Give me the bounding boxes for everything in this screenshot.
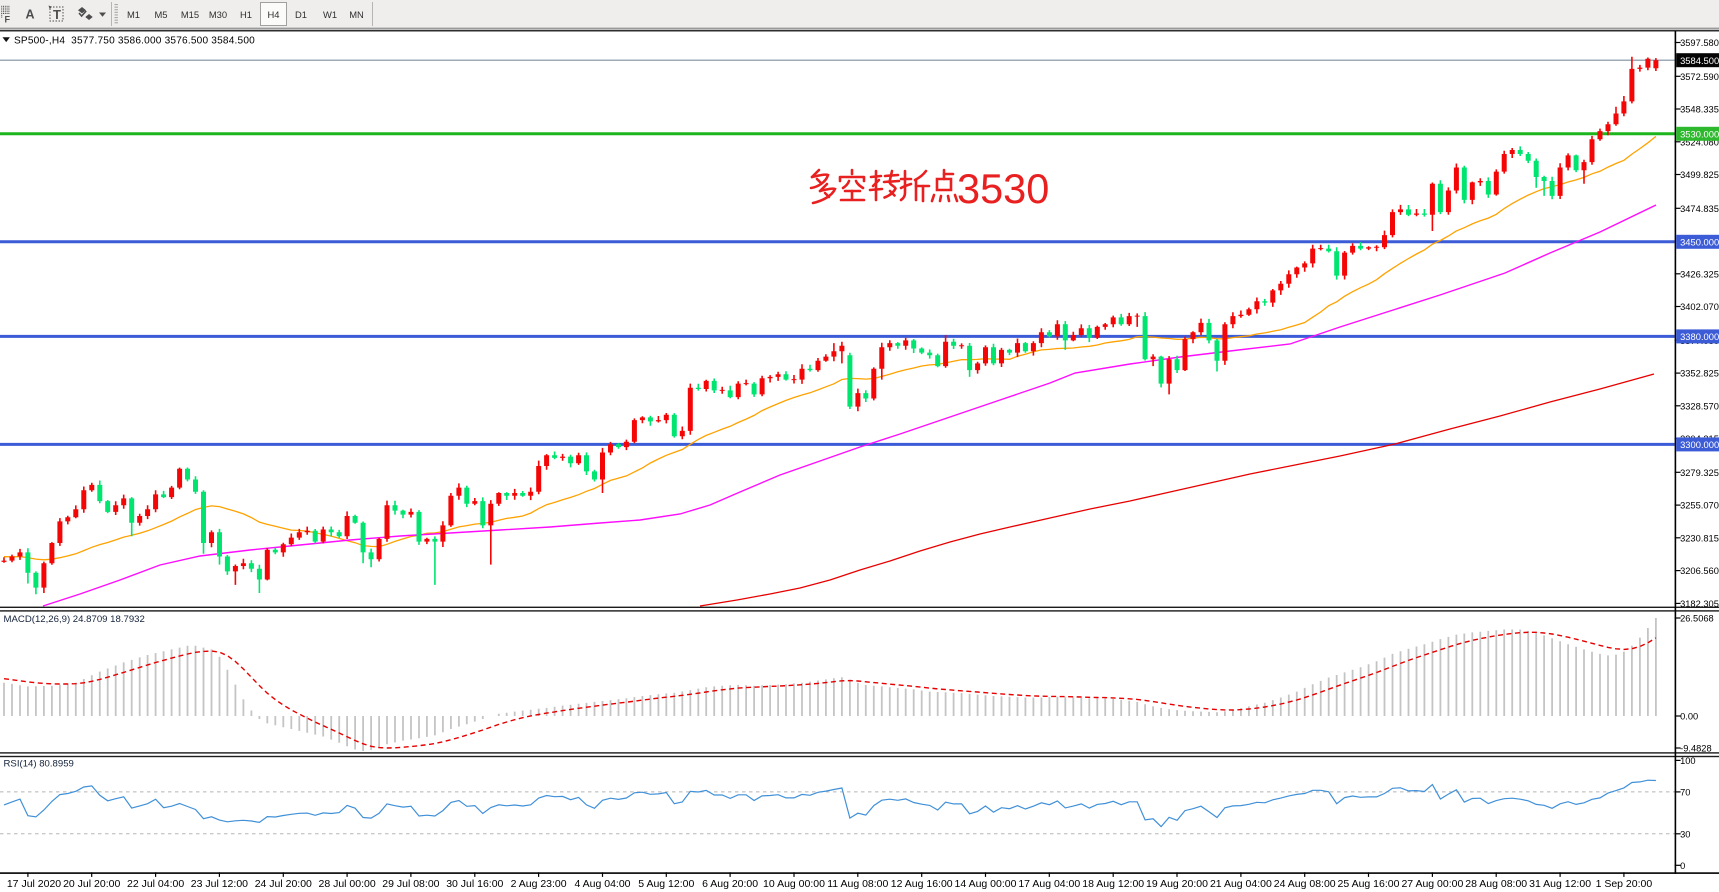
svg-text:3230.815: 3230.815 bbox=[1680, 533, 1719, 543]
svg-text:MACD(12,26,9) 24.8709 18.7932: MACD(12,26,9) 24.8709 18.7932 bbox=[4, 614, 145, 625]
svg-text:3328.570: 3328.570 bbox=[1680, 401, 1719, 411]
svg-text:3300.000: 3300.000 bbox=[1680, 439, 1719, 450]
svg-text:28 Aug 08:00: 28 Aug 08:00 bbox=[1465, 878, 1527, 890]
svg-text:28 Jul 00:00: 28 Jul 00:00 bbox=[318, 878, 375, 890]
svg-text:4 Aug 04:00: 4 Aug 04:00 bbox=[574, 878, 630, 890]
svg-text:3572.590: 3572.590 bbox=[1680, 72, 1719, 82]
svg-text:3352.825: 3352.825 bbox=[1680, 369, 1719, 379]
svg-text:M15: M15 bbox=[181, 9, 199, 20]
svg-text:24 Aug 08:00: 24 Aug 08:00 bbox=[1274, 878, 1336, 890]
svg-text:3597.580: 3597.580 bbox=[1680, 38, 1719, 48]
svg-text:M5: M5 bbox=[154, 9, 167, 20]
svg-text:22 Jul 04:00: 22 Jul 04:00 bbox=[127, 878, 184, 890]
svg-text:3450.000: 3450.000 bbox=[1680, 237, 1719, 248]
svg-text:3499.825: 3499.825 bbox=[1680, 170, 1719, 180]
svg-text:3530.000: 3530.000 bbox=[1680, 129, 1719, 140]
svg-text:3584.500: 3584.500 bbox=[1680, 55, 1719, 66]
svg-text:5 Aug 12:00: 5 Aug 12:00 bbox=[638, 878, 694, 890]
svg-text:MN: MN bbox=[349, 9, 364, 20]
svg-text:11 Aug 08:00: 11 Aug 08:00 bbox=[827, 878, 888, 890]
svg-text:30: 30 bbox=[1680, 829, 1690, 839]
svg-text:3402.070: 3402.070 bbox=[1680, 302, 1719, 312]
svg-text:19 Aug 20:00: 19 Aug 20:00 bbox=[1146, 878, 1208, 890]
svg-text:10 Aug 00:00: 10 Aug 00:00 bbox=[763, 878, 825, 890]
svg-text:27 Aug 00:00: 27 Aug 00:00 bbox=[1401, 878, 1463, 890]
svg-text:3255.070: 3255.070 bbox=[1680, 501, 1719, 511]
svg-text:17 Jul 2020: 17 Jul 2020 bbox=[7, 878, 61, 890]
svg-text:F: F bbox=[5, 15, 11, 25]
svg-text:H1: H1 bbox=[240, 9, 252, 20]
svg-text:23 Jul 12:00: 23 Jul 12:00 bbox=[191, 878, 248, 890]
svg-text:M30: M30 bbox=[209, 9, 227, 20]
svg-text:70: 70 bbox=[1680, 787, 1690, 797]
svg-text:18 Aug 12:00: 18 Aug 12:00 bbox=[1082, 878, 1144, 890]
svg-text:3548.335: 3548.335 bbox=[1680, 105, 1719, 115]
svg-text:0: 0 bbox=[1680, 861, 1685, 871]
svg-text:31 Aug 12:00: 31 Aug 12:00 bbox=[1529, 878, 1591, 890]
svg-text:30 Jul 16:00: 30 Jul 16:00 bbox=[446, 878, 503, 890]
svg-text:M1: M1 bbox=[127, 9, 140, 20]
svg-text:1 Sep 20:00: 1 Sep 20:00 bbox=[1596, 878, 1653, 890]
svg-text:100: 100 bbox=[1680, 756, 1696, 766]
svg-text:T: T bbox=[53, 7, 61, 22]
svg-text:3426.325: 3426.325 bbox=[1680, 269, 1719, 279]
svg-text:3380.000: 3380.000 bbox=[1680, 331, 1719, 342]
svg-text:-9.4828: -9.4828 bbox=[1680, 744, 1712, 754]
svg-text:25 Aug 16:00: 25 Aug 16:00 bbox=[1338, 878, 1400, 890]
svg-text:12 Aug 16:00: 12 Aug 16:00 bbox=[891, 878, 953, 890]
svg-text:14 Aug 00:00: 14 Aug 00:00 bbox=[955, 878, 1017, 890]
svg-text:20 Jul 20:00: 20 Jul 20:00 bbox=[63, 878, 120, 890]
svg-text:17 Aug 04:00: 17 Aug 04:00 bbox=[1018, 878, 1080, 890]
svg-text:0.00: 0.00 bbox=[1680, 712, 1698, 722]
svg-text:3474.835: 3474.835 bbox=[1680, 204, 1719, 214]
svg-text:3182.305: 3182.305 bbox=[1680, 599, 1719, 609]
svg-text:RSI(14) 80.8959: RSI(14) 80.8959 bbox=[4, 759, 74, 770]
svg-text:SP500-,H4 3577.750 3586.000 3: SP500-,H4 3577.750 3586.000 3576.500 358… bbox=[14, 35, 255, 46]
svg-text:3279.325: 3279.325 bbox=[1680, 468, 1719, 478]
svg-text:3206.560: 3206.560 bbox=[1680, 566, 1719, 576]
svg-text:24 Jul 20:00: 24 Jul 20:00 bbox=[255, 878, 312, 890]
svg-text:21 Aug 04:00: 21 Aug 04:00 bbox=[1210, 878, 1272, 890]
svg-text:26.5068: 26.5068 bbox=[1680, 614, 1714, 624]
svg-text:D1: D1 bbox=[295, 9, 307, 20]
svg-text:3530: 3530 bbox=[957, 165, 1049, 212]
svg-text:A: A bbox=[26, 8, 35, 22]
svg-text:W1: W1 bbox=[323, 9, 337, 20]
svg-text:29 Jul 08:00: 29 Jul 08:00 bbox=[382, 878, 439, 890]
svg-text:H4: H4 bbox=[268, 9, 280, 20]
svg-text:6 Aug 20:00: 6 Aug 20:00 bbox=[702, 878, 758, 890]
svg-text:3524.080: 3524.080 bbox=[1680, 137, 1719, 147]
svg-text:2 Aug 23:00: 2 Aug 23:00 bbox=[511, 878, 567, 890]
